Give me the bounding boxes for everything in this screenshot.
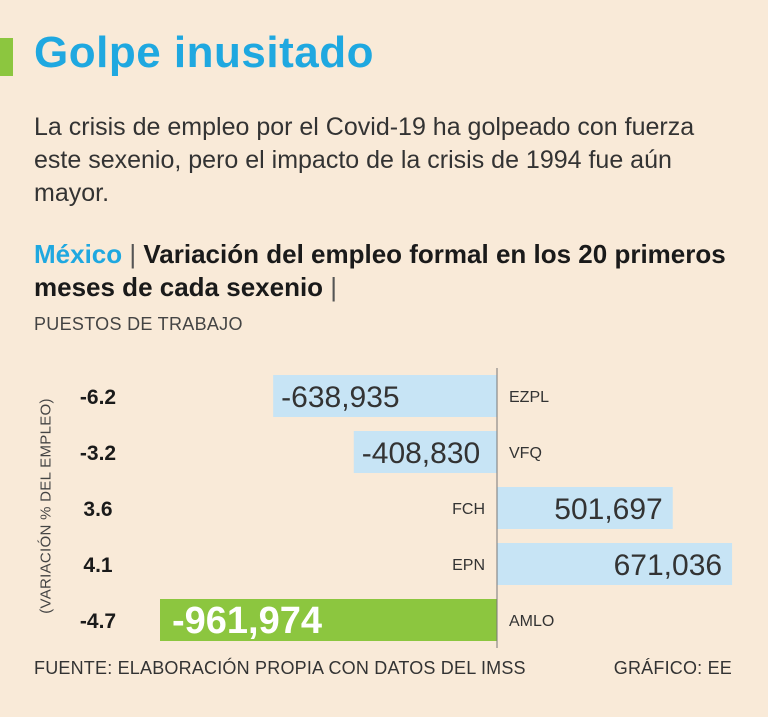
value-label: -408,830	[362, 437, 480, 470]
bar-epn	[497, 543, 733, 585]
pct-label: -3.2	[80, 442, 116, 465]
chart-header: México | Variación del empleo formal en …	[34, 238, 754, 304]
chart-country: México	[34, 239, 123, 269]
pct-label: 3.6	[83, 498, 112, 521]
subtitle: La crisis de empleo por el Covid-19 ha g…	[34, 113, 695, 207]
value-label: 501,697	[554, 493, 662, 526]
units-label: PUESTOS DE TRABAJO	[34, 314, 243, 334]
bar-amlo	[160, 599, 497, 641]
category-label: AMLO	[509, 613, 554, 630]
category-label: EZPL	[509, 389, 549, 406]
bar-fch	[497, 487, 673, 529]
bar-ezpl	[273, 375, 497, 417]
pct-label: -6.2	[80, 386, 116, 409]
pct-label: -4.7	[80, 610, 116, 633]
header-separator: |	[129, 239, 137, 269]
value-label: -638,935	[281, 381, 399, 414]
pct-label: 4.1	[83, 554, 113, 577]
bar-vfq	[353, 431, 497, 473]
header-end-separator: |	[330, 272, 338, 302]
chart-title: Variación del empleo formal en los 20 pr…	[34, 239, 726, 302]
page-title: Golpe inusitado	[34, 28, 374, 77]
category-label: VFQ	[509, 445, 542, 462]
category-label: FCH	[452, 501, 485, 518]
category-label: EPN	[452, 557, 485, 574]
value-label: -961,974	[172, 600, 322, 642]
title-accent-bar	[0, 38, 13, 76]
source-note: FUENTE: ELABORACIÓN PROPIA CON DATOS DEL…	[34, 658, 526, 678]
graphic-credit: GRÁFICO: EE	[613, 658, 732, 678]
value-label: 671,036	[614, 549, 722, 582]
